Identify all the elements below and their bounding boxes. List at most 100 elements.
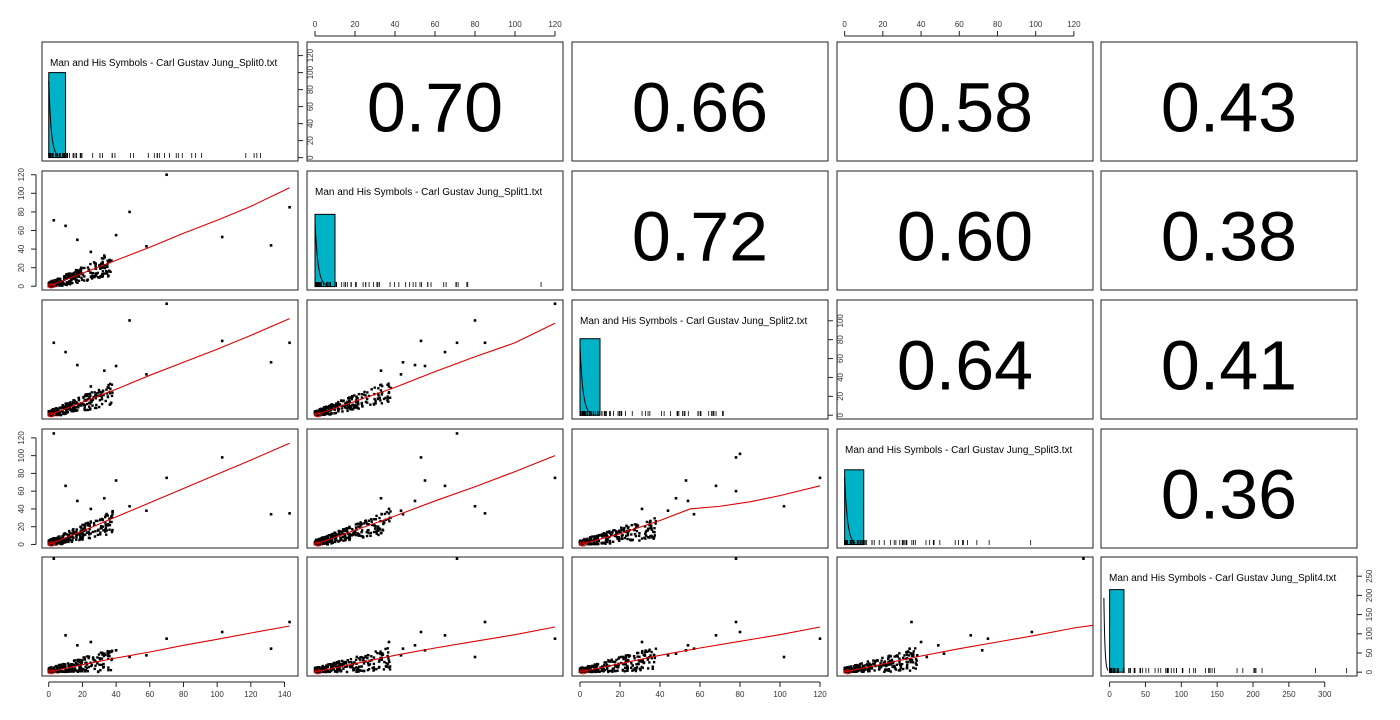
scatter-point <box>360 656 364 659</box>
scatter-point <box>88 401 91 405</box>
scatter-point <box>624 659 628 662</box>
scatter-point <box>649 524 653 528</box>
scatter-point <box>93 535 97 538</box>
scatter-point <box>269 647 273 650</box>
scatter-point <box>369 534 372 538</box>
scatter-point <box>86 408 90 412</box>
scatter-point <box>606 538 609 541</box>
scatter-point <box>81 273 85 276</box>
scatter-point <box>103 369 106 372</box>
scatter-point <box>586 537 589 540</box>
scatter-point <box>624 534 628 537</box>
scatter-point <box>388 665 392 668</box>
scatter-point <box>606 534 609 538</box>
scatter-point <box>106 395 110 399</box>
scatter-point <box>360 669 363 673</box>
scatter-panel-2-1 <box>313 302 557 418</box>
scatter-point <box>54 407 57 410</box>
scatter-point <box>128 504 131 508</box>
scatter-point <box>605 539 608 542</box>
scatter-point <box>366 401 369 404</box>
scatter-point <box>348 532 351 536</box>
scatter-point <box>908 669 912 672</box>
scatter-point <box>96 391 99 395</box>
scatter-point <box>889 663 892 666</box>
scatter-point <box>647 536 650 539</box>
smooth-line <box>844 624 1094 673</box>
scatter-point <box>102 662 105 666</box>
scatter-point <box>71 402 74 406</box>
scatter-point <box>818 476 822 480</box>
scatter-point <box>653 656 657 660</box>
scatter-point <box>381 652 384 655</box>
histogram-bar <box>48 72 67 159</box>
scatter-point <box>443 484 447 488</box>
scatter-point <box>914 658 918 661</box>
scatter-point <box>64 634 67 637</box>
scatter-point <box>59 277 62 281</box>
scatter-point <box>339 664 343 667</box>
scatter-point <box>843 668 846 671</box>
scatter-point <box>79 665 82 668</box>
scatter-point <box>357 407 360 410</box>
scatter-point <box>389 386 393 390</box>
scatter-point <box>97 670 100 674</box>
scatter-point <box>76 499 79 503</box>
scatter-point <box>652 536 656 539</box>
scatter-point <box>734 557 738 560</box>
scatter-point <box>605 663 609 667</box>
scatter-point <box>53 537 56 540</box>
scatter-point <box>49 666 53 670</box>
scatter-point <box>70 540 74 544</box>
scatter-point <box>51 538 55 541</box>
scatter-point <box>63 538 67 541</box>
scatter-point <box>269 244 273 247</box>
scatter-point <box>76 644 79 647</box>
scatter-point <box>872 659 875 662</box>
scatter-point <box>601 533 605 537</box>
scatter-point <box>80 659 83 663</box>
scatter-point <box>58 665 62 668</box>
correlation-ellipse <box>579 541 587 547</box>
scatter-point <box>865 668 868 671</box>
scatter-point <box>638 667 642 670</box>
scatter-point <box>646 667 650 670</box>
scatter-point <box>640 640 644 644</box>
scatter-point <box>423 364 427 368</box>
scatter-point <box>870 667 874 670</box>
scatter-point <box>97 405 101 409</box>
scatter-point <box>356 400 360 403</box>
scatter-point <box>49 538 53 541</box>
scatter-point <box>620 528 623 532</box>
panel-frame-0-4 <box>1100 41 1358 162</box>
scatter-point <box>75 278 79 282</box>
scatter-point <box>165 173 168 177</box>
scatter-point <box>640 651 644 654</box>
scatter-point <box>83 524 87 527</box>
scatter-point <box>384 396 387 400</box>
scatter-point <box>626 664 629 668</box>
scatter-point <box>101 653 104 656</box>
scatter-point <box>579 541 582 545</box>
scatter-point <box>99 524 103 528</box>
scatter-panel-3-0 <box>47 432 291 547</box>
scatter-point <box>644 649 647 652</box>
scatter-point <box>626 531 630 535</box>
scatter-point <box>90 664 93 668</box>
scatter-point <box>910 654 914 657</box>
scatter-point <box>366 656 369 660</box>
scatter-point <box>128 319 131 322</box>
scatter-point <box>81 531 84 534</box>
y-tick-label: 20 <box>17 263 26 272</box>
scatter-point <box>59 663 63 666</box>
scatter-point <box>332 667 336 670</box>
scatter-point <box>618 529 621 532</box>
y-tick-label: 80 <box>306 85 315 94</box>
scatter-point <box>79 268 82 271</box>
scatter-point <box>351 665 354 669</box>
scatter-point <box>67 529 71 533</box>
scatter-point <box>942 652 946 655</box>
scatter-point <box>319 537 322 541</box>
scatter-point <box>372 666 376 669</box>
scatter-point <box>88 405 91 408</box>
